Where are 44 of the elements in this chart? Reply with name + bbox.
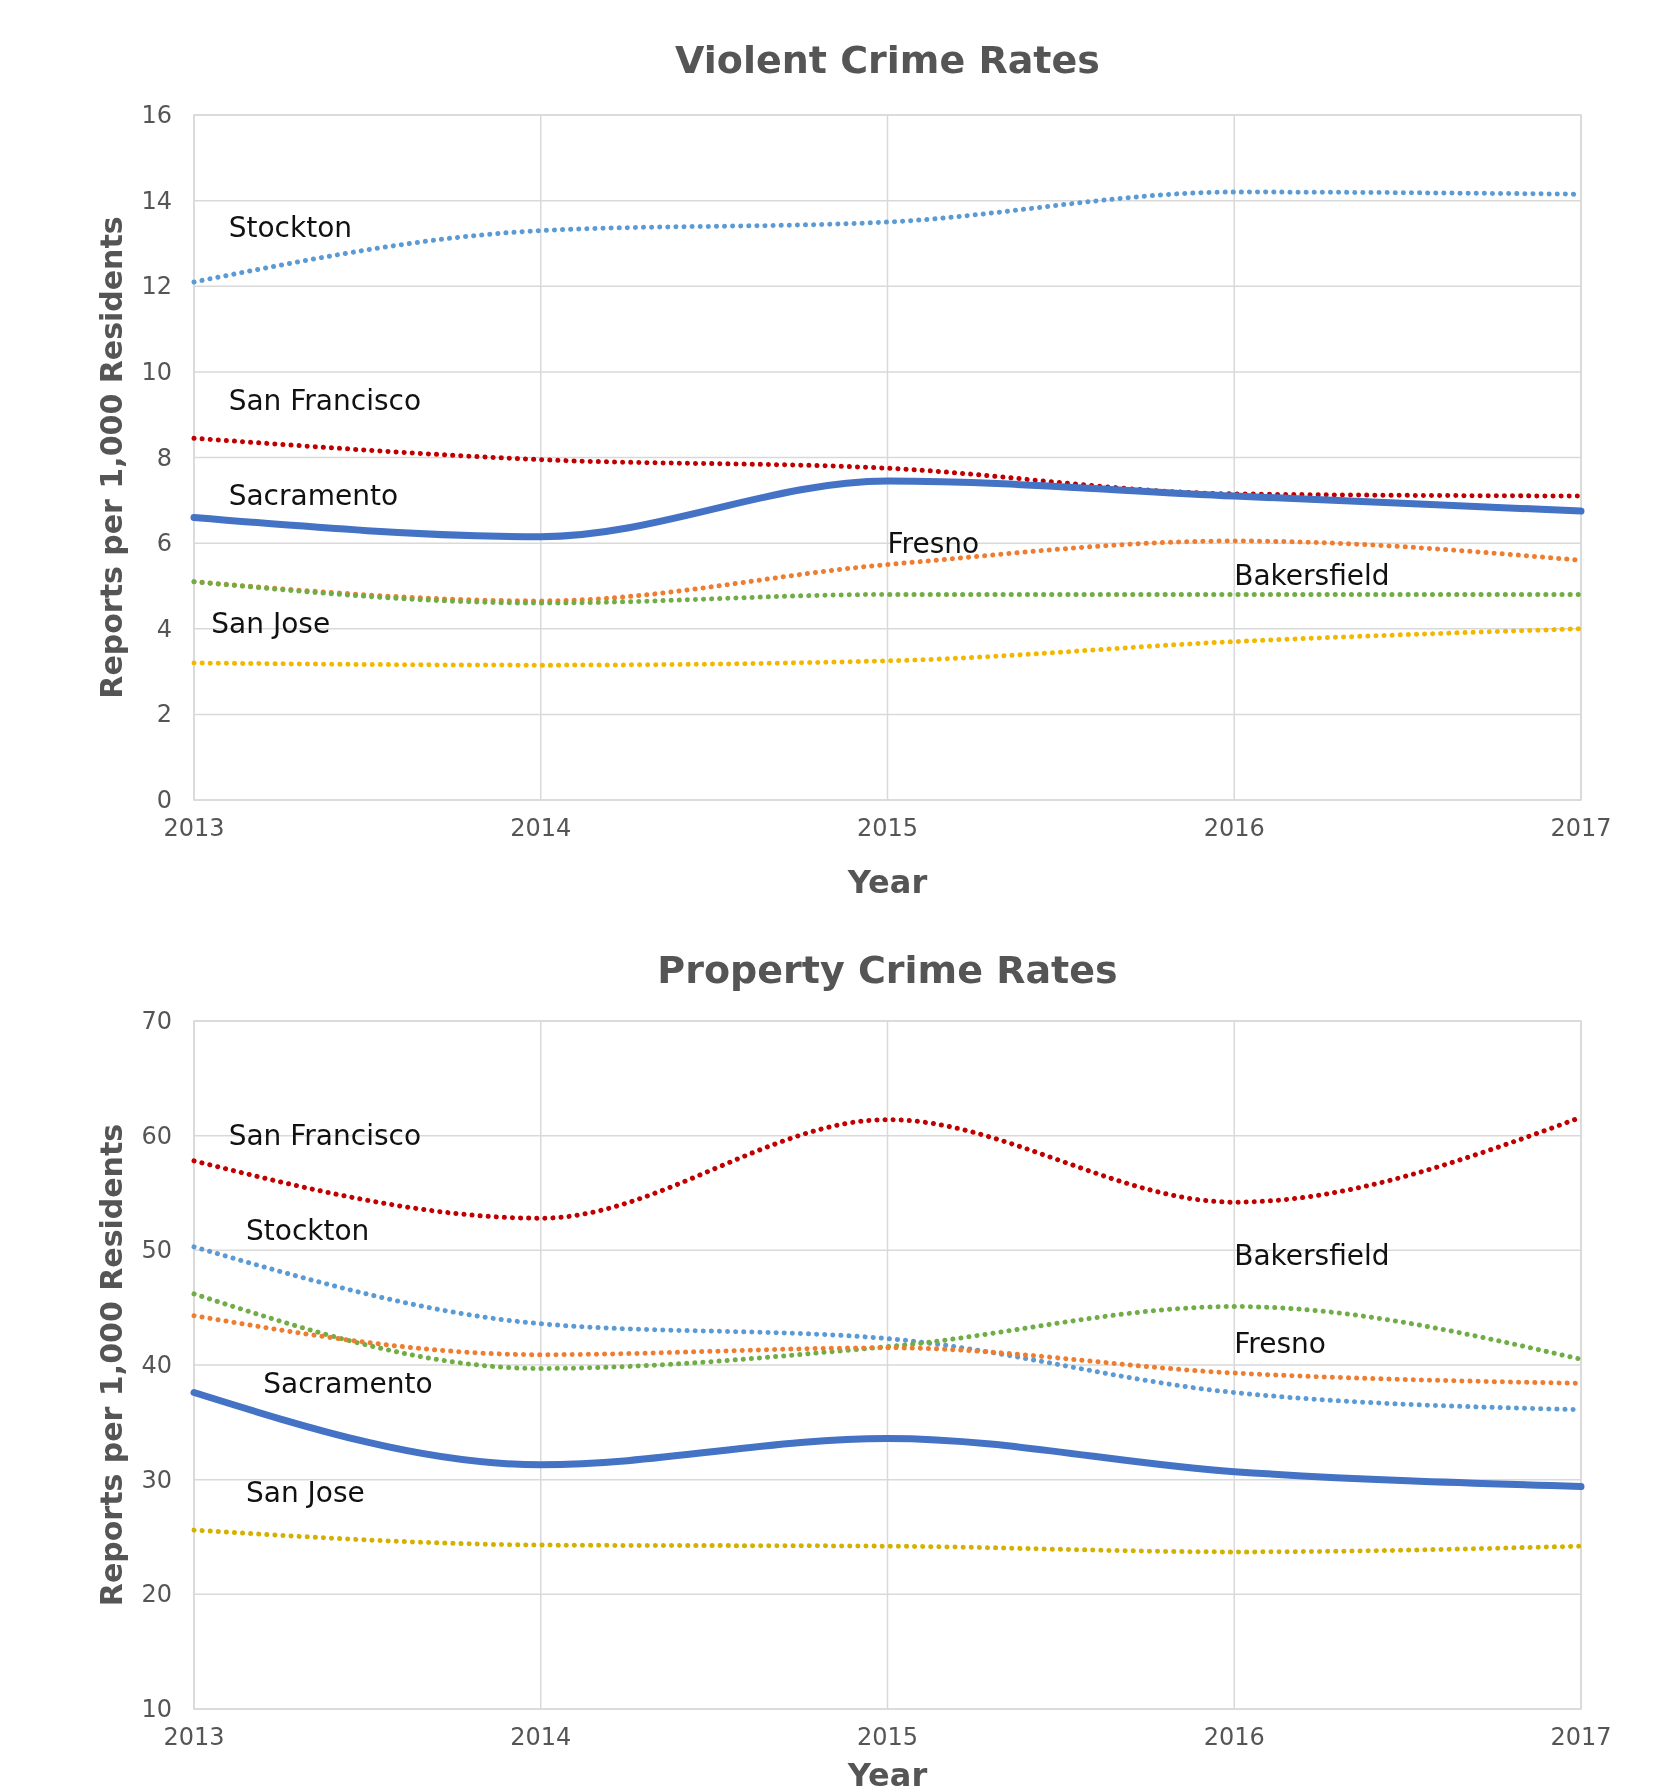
series-label: Fresno xyxy=(887,526,980,560)
series-label: San Jose xyxy=(211,607,331,641)
series-label: San Francisco xyxy=(228,384,422,418)
series-label: Sacramento xyxy=(228,479,399,513)
y-tick-label: 2 xyxy=(156,700,172,729)
y-tick-label: 70 xyxy=(141,1007,172,1035)
x-tick-label: 2016 xyxy=(1203,814,1265,842)
series-label: Sacramento xyxy=(263,1366,433,1400)
y-tick-label: 10 xyxy=(141,357,172,386)
y-tick-label: 10 xyxy=(141,1695,172,1723)
x-axis-title: Year xyxy=(846,1756,928,1790)
x-axis-title: Year xyxy=(846,863,928,901)
y-tick-label: 12 xyxy=(141,272,172,301)
x-tick-label: 2013 xyxy=(163,814,225,842)
series-label: Fresno xyxy=(1234,1327,1326,1361)
y-tick-label: 16 xyxy=(141,101,172,129)
x-tick-label: 2017 xyxy=(1550,814,1612,842)
y-tick-label: 30 xyxy=(141,1465,172,1494)
x-tick-label: 2013 xyxy=(163,1723,225,1751)
series-label: Stockton xyxy=(246,1214,370,1248)
y-axis-title: Reports per 1,000 Residents xyxy=(94,216,129,699)
chart-title: Violent Crime Rates xyxy=(675,38,1100,82)
x-tick-label: 2014 xyxy=(510,814,572,842)
y-tick-label: 20 xyxy=(141,1580,172,1609)
y-tick-label: 8 xyxy=(156,443,172,472)
x-tick-label: 2015 xyxy=(856,814,919,842)
y-tick-label: 4 xyxy=(156,614,172,643)
x-tick-label: 2016 xyxy=(1203,1723,1265,1751)
y-tick-label: 14 xyxy=(141,186,172,215)
y-tick-label: 60 xyxy=(141,1121,172,1150)
x-tick-label: 2014 xyxy=(510,1723,572,1751)
series-label: Stockton xyxy=(228,210,353,244)
series-label: San Francisco xyxy=(228,1118,422,1152)
series-label: Bakersfield xyxy=(1234,1238,1390,1272)
series-label: Bakersfield xyxy=(1234,558,1390,592)
y-tick-label: 50 xyxy=(141,1236,172,1265)
y-tick-label: 6 xyxy=(156,529,172,558)
y-tick-label: 0 xyxy=(156,786,172,814)
y-tick-label: 40 xyxy=(141,1351,172,1379)
series-label: San Jose xyxy=(246,1476,365,1510)
x-tick-label: 2015 xyxy=(856,1723,919,1751)
x-tick-label: 2017 xyxy=(1550,1723,1612,1751)
chart-title: Property Crime Rates xyxy=(657,948,1118,992)
y-axis-title: Reports per 1,000 Residents xyxy=(94,1123,129,1607)
